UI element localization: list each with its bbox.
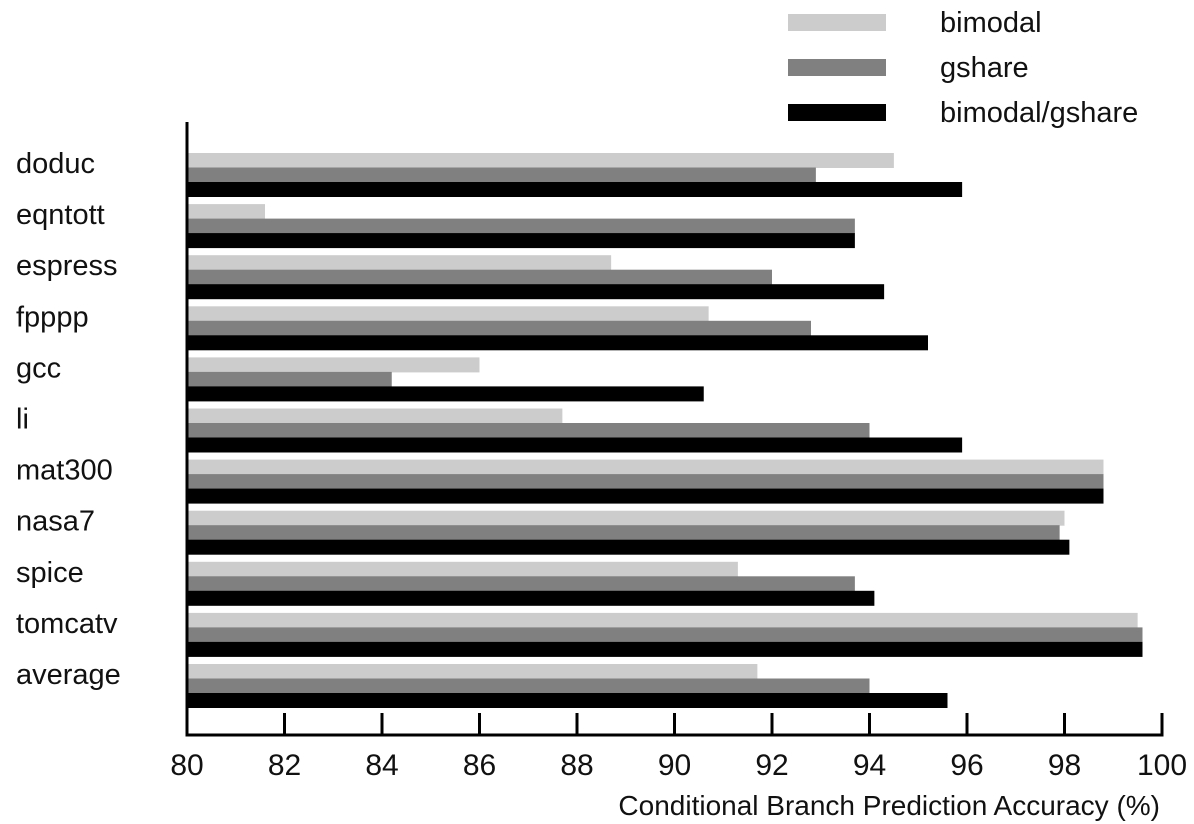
category-label-li: li bbox=[16, 404, 29, 436]
bar-bimodal-gshare-mat300 bbox=[187, 488, 1104, 504]
x-tick-label-90: 90 bbox=[658, 749, 691, 782]
bar-bimodal-gshare-li bbox=[187, 437, 963, 453]
bar-bimodal-gshare-espress bbox=[187, 284, 885, 300]
legend-label-bimodal: bimodal bbox=[940, 7, 1042, 39]
bar-gshare-li bbox=[187, 423, 870, 438]
x-tick-label-84: 84 bbox=[365, 749, 398, 782]
bar-bimodal-nasa7 bbox=[187, 510, 1065, 526]
bar-bimodal-espress bbox=[187, 255, 612, 271]
category-label-gcc: gcc bbox=[16, 352, 61, 384]
bar-bimodal-gshare-spice bbox=[187, 590, 875, 606]
bar-bimodal-mat300 bbox=[187, 459, 1104, 475]
bar-bimodal-gshare-doduc bbox=[187, 182, 963, 197]
category-label-espress: espress bbox=[16, 250, 118, 282]
x-tick-label-96: 96 bbox=[950, 749, 983, 782]
bar-bimodal-eqntott bbox=[187, 204, 265, 220]
bar-bimodal-gshare-gcc bbox=[187, 386, 704, 402]
category-label-eqntott: eqntott bbox=[16, 199, 105, 231]
legend-label-bimodal-gshare: bimodal/gshare bbox=[940, 97, 1138, 129]
bar-bimodal-gshare-nasa7 bbox=[187, 539, 1070, 555]
bar-bimodal-gshare-average bbox=[187, 693, 948, 708]
category-label-doduc: doduc bbox=[16, 148, 95, 180]
x-tick-label-94: 94 bbox=[853, 749, 886, 782]
legend-swatch-gshare bbox=[788, 59, 886, 76]
bar-gshare-fpppp bbox=[187, 320, 811, 336]
category-label-average: average bbox=[16, 659, 121, 691]
x-tick-label-80: 80 bbox=[170, 749, 203, 782]
x-tick-label-82: 82 bbox=[268, 749, 301, 782]
bars bbox=[187, 153, 1143, 708]
x-tick-label-88: 88 bbox=[560, 749, 593, 782]
bar-bimodal-gshare-tomcatv bbox=[187, 641, 1143, 657]
bar-gshare-gcc bbox=[187, 371, 392, 387]
bar-bimodal-average bbox=[187, 664, 758, 679]
x-tick-label-98: 98 bbox=[1048, 749, 1081, 782]
bar-bimodal-doduc bbox=[187, 153, 894, 168]
bar-bimodal-gshare-eqntott bbox=[187, 233, 855, 249]
legend-swatch-bimodal-gshare bbox=[788, 104, 886, 121]
category-labels: doduc eqntott espress fpppp gcc li mat300 nasa7… bbox=[16, 148, 121, 691]
bar-gshare-average bbox=[187, 678, 870, 694]
bar-gshare-eqntott bbox=[187, 218, 855, 234]
bar-bimodal-gshare-fpppp bbox=[187, 335, 928, 351]
legend: bimodal gshare bimodal/gshare bbox=[788, 7, 1138, 129]
bar-gshare-espress bbox=[187, 269, 772, 285]
x-tick-label-100: 100 bbox=[1137, 749, 1187, 782]
category-label-spice: spice bbox=[16, 557, 84, 589]
category-label-mat300: mat300 bbox=[16, 455, 113, 487]
legend-label-gshare: gshare bbox=[940, 52, 1029, 84]
x-tick-label-86: 86 bbox=[463, 749, 496, 782]
x-axis-title: Conditional Branch Prediction Accuracy (… bbox=[618, 790, 1160, 821]
category-label-fpppp: fpppp bbox=[16, 301, 89, 333]
x-tick-label-92: 92 bbox=[755, 749, 788, 782]
bar-gshare-doduc bbox=[187, 167, 816, 183]
legend-swatch-bimodal bbox=[788, 14, 886, 31]
bar-bimodal-fpppp bbox=[187, 306, 709, 322]
bar-gshare-mat300 bbox=[187, 474, 1104, 490]
bar-gshare-spice bbox=[187, 576, 855, 592]
bar-bimodal-gcc bbox=[187, 357, 480, 373]
bar-bimodal-tomcatv bbox=[187, 612, 1138, 628]
bar-gshare-tomcatv bbox=[187, 627, 1143, 643]
bar-bimodal-spice bbox=[187, 561, 738, 577]
category-label-tomcatv: tomcatv bbox=[16, 608, 118, 640]
category-label-nasa7: nasa7 bbox=[16, 506, 95, 538]
bar-gshare-nasa7 bbox=[187, 525, 1060, 541]
x-ticks: 80 82 84 86 88 90 92 94 96 98 100 bbox=[170, 713, 1187, 782]
bar-bimodal-li bbox=[187, 408, 563, 424]
